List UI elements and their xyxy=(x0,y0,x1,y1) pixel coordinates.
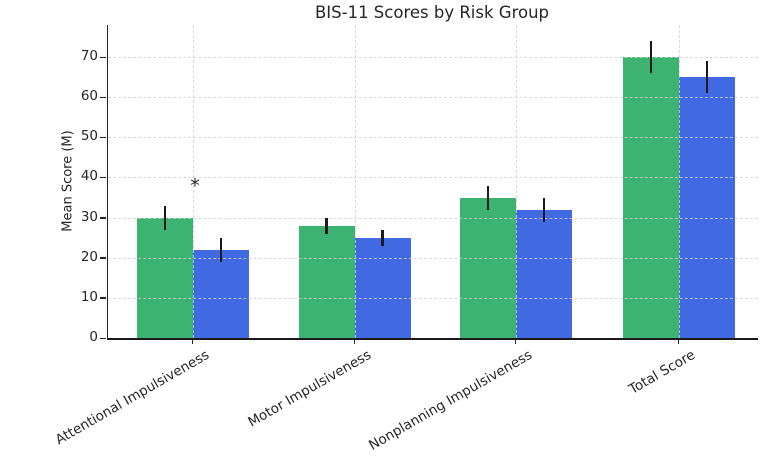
y-tick-mark xyxy=(100,56,106,58)
gridline-vertical xyxy=(193,25,194,338)
gridline-horizontal xyxy=(108,177,758,179)
x-tick-mark xyxy=(515,340,517,344)
significance-asterisk: * xyxy=(190,175,200,197)
y-tick-label: 20 xyxy=(80,248,98,265)
y-tick-label: 50 xyxy=(80,128,98,145)
gridline-horizontal xyxy=(108,97,758,99)
bar-green-3 xyxy=(460,197,516,338)
error-bar-blue-4 xyxy=(705,61,709,94)
error-bar-green-2 xyxy=(325,217,328,234)
gridline-horizontal xyxy=(108,217,758,219)
chart-title: BIS-11 Scores by Risk Group xyxy=(314,3,550,22)
y-tick-mark xyxy=(100,297,106,299)
bar-blue-1 xyxy=(193,249,249,338)
bar-blue-3 xyxy=(516,209,572,338)
bar-green-4 xyxy=(623,57,679,338)
bar-green-2 xyxy=(298,225,355,338)
gridline-horizontal xyxy=(108,57,758,59)
error-bar-blue-2 xyxy=(381,229,384,246)
error-bar-green-3 xyxy=(486,185,490,210)
y-tick-label: 0 xyxy=(89,329,98,345)
x-tick-label-text: Total Score xyxy=(626,347,698,398)
error-bar-green-4 xyxy=(649,41,653,74)
error-bar-blue-1 xyxy=(219,237,223,262)
error-bar-blue-3 xyxy=(542,197,546,222)
gridline-vertical xyxy=(679,25,680,338)
gridline-vertical xyxy=(516,25,517,338)
y-tick-label: 70 xyxy=(80,48,98,65)
x-tick-label-text: Motor Impulsiveness xyxy=(244,347,374,431)
y-tick-mark xyxy=(100,257,106,259)
plot-area: * xyxy=(107,25,758,340)
y-tick-label: 60 xyxy=(80,88,98,105)
gridline-horizontal xyxy=(108,257,758,259)
y-tick-label: 10 xyxy=(80,288,98,305)
y-tick-label: 40 xyxy=(80,168,98,185)
x-tick-mark xyxy=(353,340,355,344)
y-tick-mark xyxy=(100,96,106,99)
x-tick-mark xyxy=(678,340,680,344)
gridline-horizontal xyxy=(108,137,758,139)
x-tick-label-text: Nonplanning Impulsiveness xyxy=(366,347,535,454)
bar-green-1 xyxy=(137,217,193,338)
x-tick-mark xyxy=(192,340,194,344)
y-tick-label: 30 xyxy=(80,208,98,225)
y-tick-mark xyxy=(100,176,106,179)
y-tick-mark xyxy=(100,337,106,339)
gridline-horizontal xyxy=(108,297,758,299)
gridline-vertical xyxy=(354,25,356,338)
bar-blue-2 xyxy=(354,237,411,338)
y-tick-mark xyxy=(100,217,106,219)
error-bar-green-1 xyxy=(163,205,167,230)
bar-blue-4 xyxy=(679,77,735,338)
x-tick-label-text: Attentional Impulsiveness xyxy=(52,347,212,449)
y-tick-mark xyxy=(100,136,106,139)
